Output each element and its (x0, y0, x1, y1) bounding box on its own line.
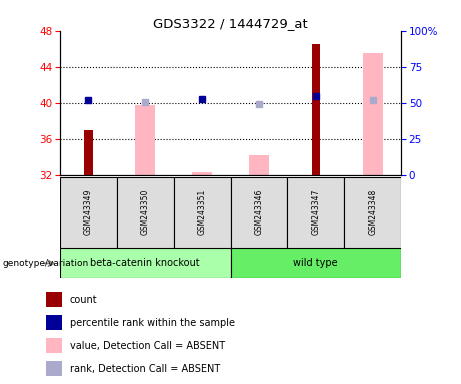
Bar (344, 177, 401, 248)
Bar (287, 177, 344, 248)
Text: rank, Detection Call = ABSENT: rank, Detection Call = ABSENT (70, 364, 220, 374)
Bar (312, 44, 320, 175)
Title: GDS3322 / 1444729_at: GDS3322 / 1444729_at (153, 17, 308, 30)
Bar (135, 104, 155, 175)
Bar (117, 177, 174, 248)
Bar (84, 130, 93, 175)
Text: GSM243351: GSM243351 (198, 189, 207, 235)
Text: GSM243350: GSM243350 (141, 189, 150, 235)
Bar (174, 177, 230, 248)
Bar (249, 155, 269, 175)
Text: value, Detection Call = ABSENT: value, Detection Call = ABSENT (70, 341, 225, 351)
Bar (46, 361, 62, 376)
Text: GSM243347: GSM243347 (311, 189, 320, 235)
Bar (230, 248, 401, 278)
Text: count: count (70, 295, 98, 305)
Text: percentile rank within the sample: percentile rank within the sample (70, 318, 235, 328)
Bar (46, 338, 62, 353)
Bar (46, 292, 62, 307)
Text: wild type: wild type (294, 258, 338, 268)
Text: GSM243349: GSM243349 (84, 189, 93, 235)
Text: genotype/variation: genotype/variation (2, 259, 89, 268)
Bar (60, 248, 230, 278)
Bar (60, 177, 117, 248)
Text: GSM243348: GSM243348 (368, 189, 377, 235)
Text: beta-catenin knockout: beta-catenin knockout (90, 258, 200, 268)
Bar (46, 315, 62, 330)
Text: GSM243346: GSM243346 (254, 189, 263, 235)
Bar (363, 53, 383, 175)
Bar (192, 172, 212, 175)
Bar (230, 177, 287, 248)
